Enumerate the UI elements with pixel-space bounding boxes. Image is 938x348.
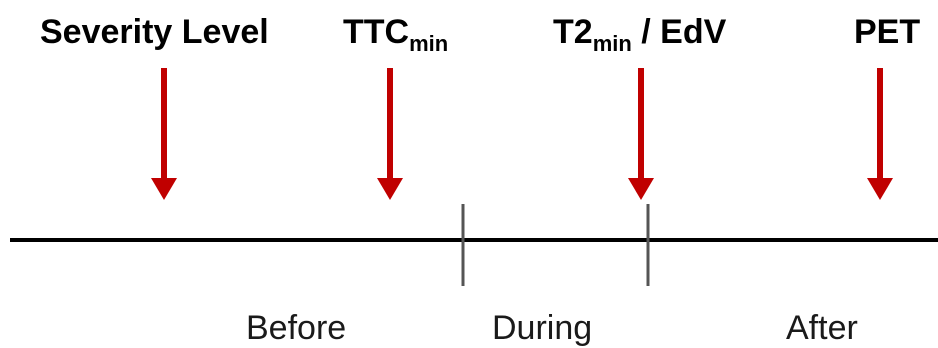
phase-during: During [492,309,593,347]
label-severity-level: Severity Level [40,13,269,51]
arrow-ttc [377,68,403,200]
label-ttc-min: TTCmin [343,13,449,56]
phase-before: Before [246,309,347,347]
phase-after: After [786,309,858,347]
arrow-t2 [628,68,654,200]
arrow-severity [151,68,177,200]
label-t2-min-edv: T2min / EdV [553,13,727,56]
label-pet: PET [854,13,921,51]
arrow-pet [867,68,893,200]
